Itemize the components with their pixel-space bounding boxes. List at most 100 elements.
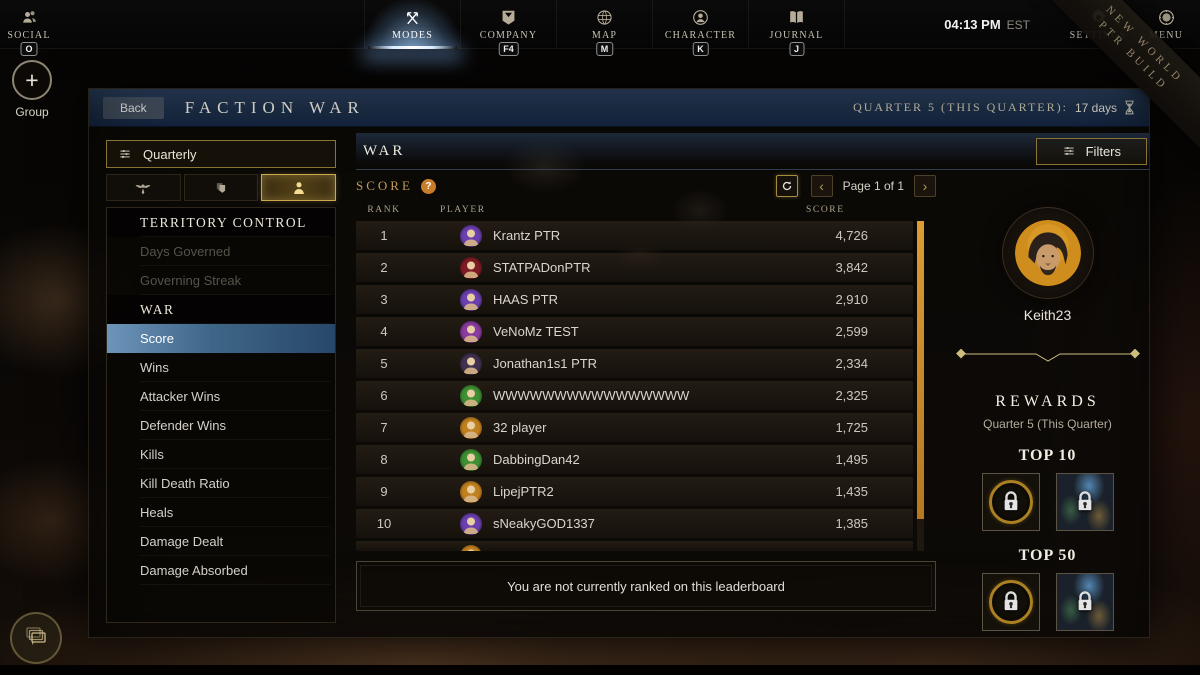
score-cell: 2,334	[835, 356, 868, 371]
table-row[interactable]: 2 STATPADonPTR 3,842	[356, 253, 913, 282]
prev-page-button[interactable]: ‹	[810, 175, 833, 197]
player-cell: DabbingDan42	[412, 448, 806, 471]
table-row[interactable]: 6 WWWWWWWWWWWWWWWW 2,325	[356, 381, 913, 410]
player-avatar	[460, 256, 482, 279]
rank-cell: 4	[380, 324, 388, 339]
lock-icon	[1075, 490, 1095, 514]
reward-slot-item[interactable]	[1055, 473, 1114, 531]
tier-label: TOP 10	[1018, 447, 1077, 464]
sidebar-item-score[interactable]: Score	[107, 324, 335, 353]
period-selector[interactable]: Quarterly	[106, 140, 336, 168]
score-cell: 1,495	[835, 452, 868, 467]
sidebar-item-damage-absorbed[interactable]: Damage Absorbed	[107, 556, 335, 585]
section-title: WAR	[363, 142, 406, 159]
sidebar-item-kill-death-ratio[interactable]: Kill Death Ratio	[107, 469, 335, 498]
table-row[interactable]: 8 DabbingDan42 1,495	[356, 445, 913, 474]
hotkey-badge: K	[692, 42, 709, 56]
table-row[interactable]: 1 Krantz PTR 4,726	[356, 221, 913, 250]
clock-time: 04:13 PM	[944, 16, 1001, 32]
sidebar-item-territory-control: TERRITORY CONTROL	[107, 208, 335, 237]
rank-cell: 10	[376, 516, 392, 531]
hotkey-badge: O	[20, 42, 38, 56]
table-row[interactable]: 7 32 player 1,725	[356, 413, 913, 442]
rank-cell: 1	[380, 228, 388, 243]
score-cell: 2,325	[835, 388, 868, 403]
table-row[interactable]: 10 sNeakyGOD1337 1,385	[356, 509, 913, 538]
plus-icon: +	[25, 66, 39, 93]
leaderboard-body: 1 Krantz PTR 4,726 2 STATPADonPTR 3,842 3 HAAS …	[356, 221, 913, 551]
plus-circle-icon: +	[12, 60, 52, 100]
player-rewards-panel: Keith23 REWARDS Quarter 5 (This Quarter)…	[946, 173, 1149, 631]
player-avatar	[460, 416, 482, 439]
table-row[interactable]: 3 HAAS PTR 2,910	[356, 285, 913, 314]
group-button[interactable]: + Group	[8, 60, 56, 119]
tab-label: MAP	[591, 29, 618, 41]
column-player: PLAYER	[440, 205, 486, 215]
player-cell: STATPADonPTR	[412, 256, 806, 279]
menu-button[interactable]: MENU	[1132, 0, 1200, 48]
rank-cell: 5	[380, 356, 388, 371]
social-button[interactable]: SOCIAL O	[0, 0, 58, 56]
rewards-tiers: TOP 10 TOP 50	[946, 447, 1149, 631]
sidebar-item-damage-dealt[interactable]: Damage Dealt	[107, 527, 335, 556]
section-title-bar: WAR Filters	[356, 133, 1149, 170]
back-button[interactable]: Back	[103, 96, 164, 119]
player-avatar	[460, 448, 482, 471]
topbar-tab-company[interactable]: COMPANY F4	[460, 0, 556, 56]
topbar-tab-character[interactable]: CHARACTER K	[652, 0, 748, 56]
sidebar-item-defender-wins[interactable]: Defender Wins	[107, 411, 335, 440]
page-title: FACTION WAR	[184, 97, 365, 117]
score-cell: 1,385	[835, 516, 868, 531]
player-avatar	[1001, 207, 1094, 299]
scrollbar-thumb[interactable]	[917, 221, 924, 519]
table-row[interactable]: 5 Jonathan1s1 PTR 2,334	[356, 349, 913, 378]
rewards-subtitle: Quarter 5 (This Quarter)	[983, 417, 1112, 431]
table-row[interactable]: 4 VeNoMz TEST 2,599	[356, 317, 913, 346]
rank-status-message: You are not currently ranked on this lea…	[360, 565, 932, 607]
topbar-tab-map[interactable]: MAP M	[556, 0, 652, 56]
hourglass-icon	[1124, 100, 1135, 115]
score-cell: 1,725	[835, 420, 868, 435]
filters-label: Filters	[1085, 143, 1121, 159]
sidebar-item-days-governed[interactable]: Days Governed	[107, 237, 335, 266]
faction-tab-2[interactable]	[261, 174, 337, 201]
rank-cell: 6	[380, 388, 388, 403]
score-cell: 3,842	[835, 260, 868, 275]
player-icon	[290, 179, 308, 197]
filters-button[interactable]: Filters	[1035, 137, 1147, 165]
sidebar-item-heals[interactable]: Heals	[107, 498, 335, 527]
table-row-partial	[356, 541, 913, 551]
rank-cell: 2	[380, 260, 388, 275]
hotkey-badge: J	[788, 42, 805, 56]
faction-tab-0[interactable]	[106, 174, 181, 201]
sidebar-item-kills[interactable]: Kills	[107, 440, 335, 469]
lock-icon	[1001, 590, 1021, 614]
chat-bubbles-icon	[23, 626, 49, 650]
reward-slot-ring[interactable]	[981, 573, 1040, 631]
table-row[interactable]: 9 LipejPTR2 1,435	[356, 477, 913, 506]
sidebar-item-label: Defender Wins	[140, 418, 226, 433]
pagination: ‹ Page 1 of 1 ›	[775, 175, 936, 197]
group-label: Group	[15, 105, 49, 119]
sidebar-item-label: TERRITORY CONTROL	[140, 214, 307, 230]
topbar-tab-modes[interactable]: MODES	[364, 0, 460, 49]
sidebar-item-attacker-wins[interactable]: Attacker Wins	[107, 382, 335, 411]
player-avatar	[460, 288, 482, 311]
chat-button[interactable]	[10, 612, 62, 664]
topbar-tab-journal[interactable]: JOURNAL J	[748, 0, 845, 56]
sidebar-item-label: Kills	[140, 447, 164, 462]
help-icon[interactable]: ?	[420, 178, 436, 194]
reward-slot-ring[interactable]	[981, 473, 1040, 531]
refresh-icon	[781, 180, 793, 192]
quarter-time-remaining: 17 days	[1074, 100, 1117, 115]
next-page-button[interactable]: ›	[914, 175, 936, 197]
reward-slot-item[interactable]	[1055, 573, 1114, 631]
player-name: STATPADonPTR	[493, 260, 591, 275]
panel-header: Back FACTION WAR QUARTER 5 (THIS QUARTER…	[89, 89, 1149, 127]
sidebar-item-wins[interactable]: Wins	[107, 353, 335, 382]
sidebar-item-governing-streak[interactable]: Governing Streak	[107, 266, 335, 295]
faction-tab-1[interactable]	[183, 174, 259, 201]
refresh-button[interactable]	[775, 175, 798, 197]
rank-cell: 9	[380, 484, 388, 499]
